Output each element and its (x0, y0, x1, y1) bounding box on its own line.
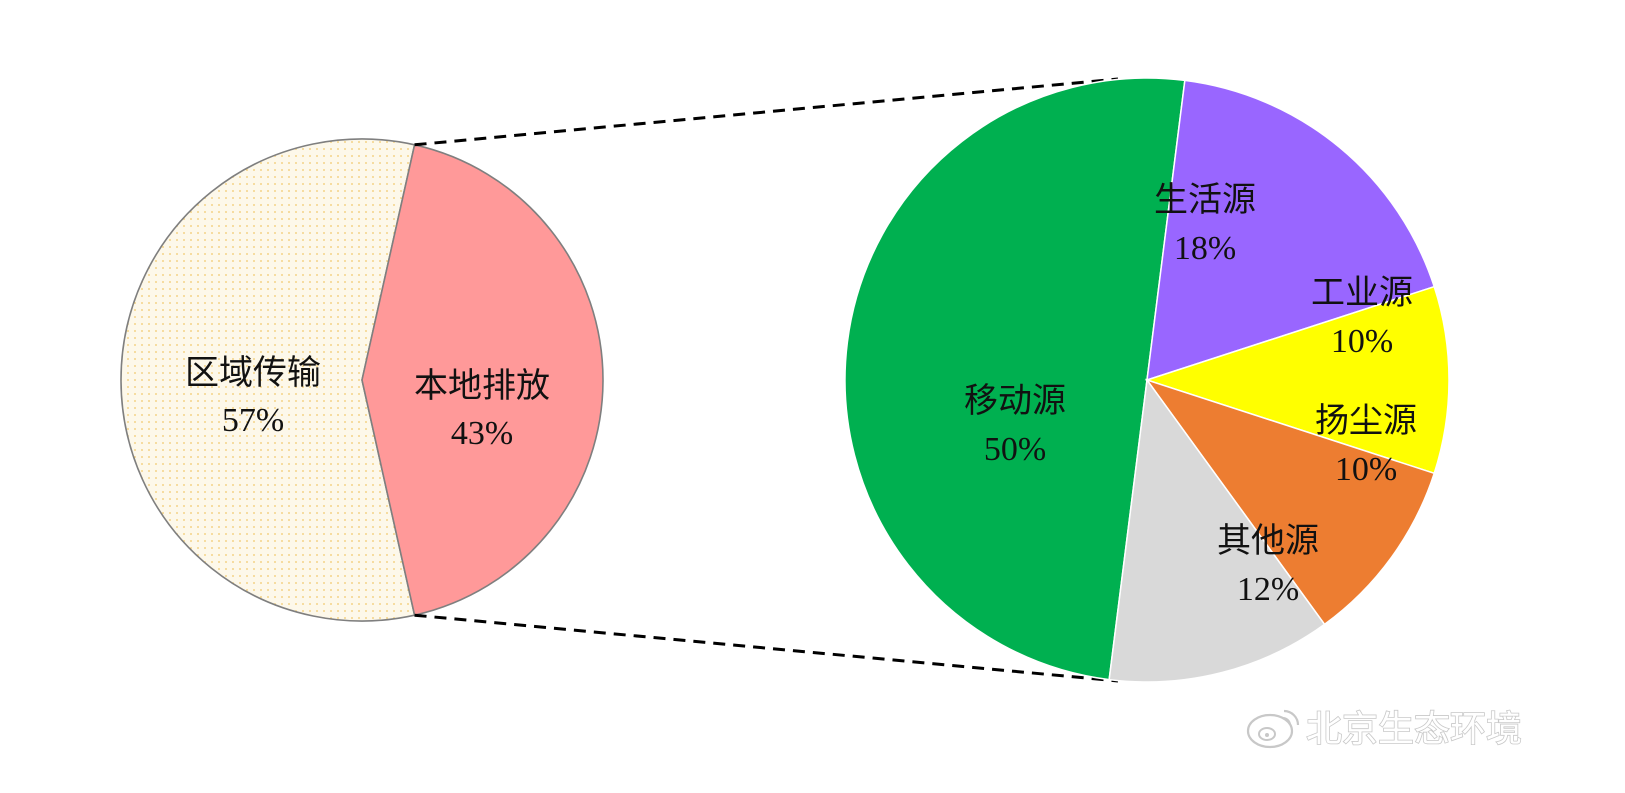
right-pie-value-0: 50% (984, 431, 1046, 468)
right-pie: 移动源 50% 生活源 18% 工业源 10% 扬尘源 10% 其他源 12% (844, 77, 1450, 683)
right-pie-slice-3 (1145, 378, 1436, 626)
right-pie-value-4: 12% (1237, 571, 1299, 608)
connector-line-top (414, 77, 1119, 147)
right-pie-label-0: 移动源 (964, 381, 1066, 421)
right-pie-value-3: 10% (1335, 451, 1397, 488)
right-pie-slice-4 (1108, 378, 1326, 683)
left-pie-slice-local (361, 143, 604, 617)
left-pie-value-local: 43% (451, 415, 513, 452)
right-pie-slice-2 (1144, 285, 1450, 475)
right-pie-label-4: 其他源 (1217, 521, 1319, 561)
connector-line-bottom (414, 613, 1119, 683)
watermark: 北京生态环境 (1246, 708, 1523, 751)
right-pie-value-1: 18% (1174, 230, 1236, 267)
right-pie-slice-0 (844, 77, 1186, 681)
left-pie: 区域传输 57% 本地排放 43% (120, 138, 604, 622)
left-pie-value-region: 57% (222, 402, 284, 439)
watermark-text: 北京生态环境 (1306, 709, 1522, 750)
left-pie-label-region: 区域传输 (185, 353, 321, 393)
right-pie-label-2: 工业源 (1311, 273, 1413, 313)
left-pie-slice-region (120, 138, 416, 622)
left-pie-label-local: 本地排放 (414, 366, 550, 406)
right-pie-slice-1 (1146, 79, 1436, 382)
weibo-icon (1246, 709, 1300, 749)
connector-lines (414, 77, 1119, 683)
right-pie-label-1: 生活源 (1154, 180, 1256, 220)
right-pie-label-3: 扬尘源 (1315, 401, 1417, 441)
right-pie-value-2: 10% (1331, 323, 1393, 360)
